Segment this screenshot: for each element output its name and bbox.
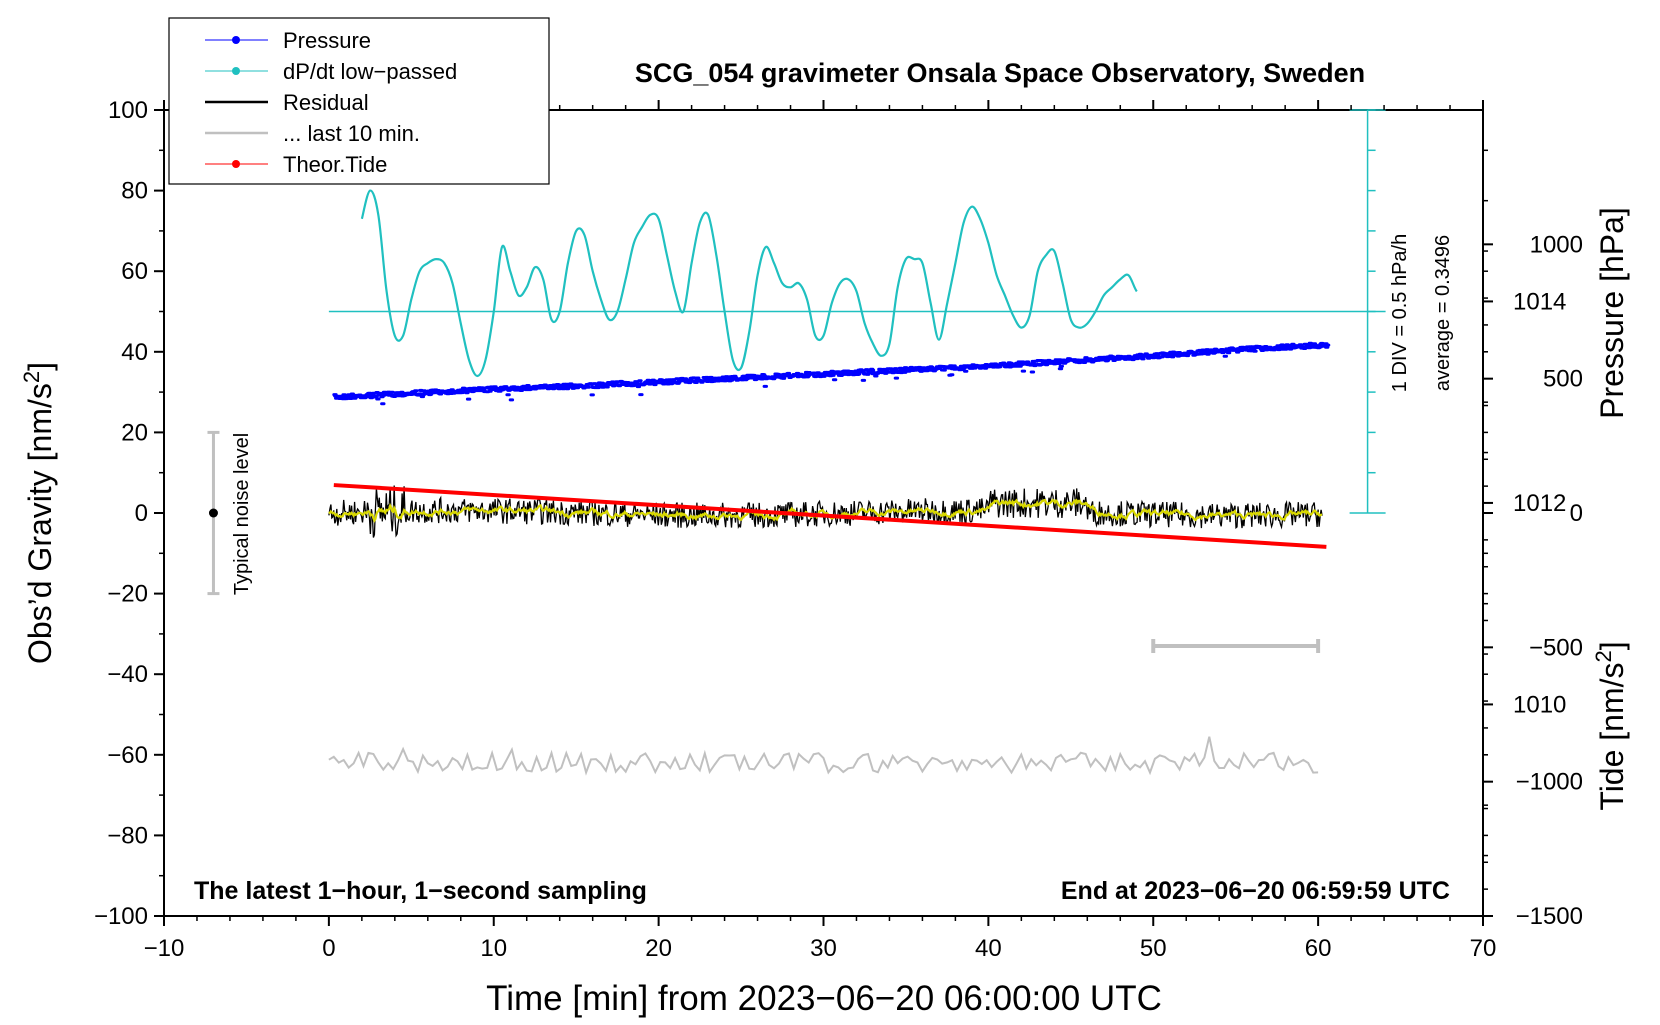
legend: Pressure dP/dt low−passed Residual ... l… — [168, 17, 550, 185]
x-tick-label: 0 — [322, 935, 335, 962]
tide-tick-label: −500 — [1529, 634, 1583, 661]
tide-tick-label: 500 — [1543, 366, 1583, 393]
pressure-tick-label: 1012 — [1513, 490, 1566, 517]
legend-label-last10: ... last 10 min. — [283, 121, 420, 146]
x-tick-label: 40 — [975, 935, 1002, 962]
y-tick-label: 60 — [121, 258, 148, 285]
y-tick-label: −60 — [107, 742, 148, 769]
tide-tick-label: 0 — [1570, 500, 1583, 527]
pressure-axis-label: Pressure [hPa] — [1594, 207, 1630, 419]
residual-smooth-line — [328, 498, 1323, 523]
dpdt-average-label: average = 0.3496 — [1432, 235, 1454, 391]
noise-level-label: Typical noise level — [231, 433, 253, 595]
y-tick-label: −20 — [107, 581, 148, 608]
pressure-tick-label: 1010 — [1513, 691, 1566, 718]
y-axis-label-sup: 2 — [19, 371, 44, 383]
legend-entry-residual: Residual — [205, 90, 369, 115]
y-tick-label: −80 — [107, 822, 148, 849]
legend-label-pressure: Pressure — [283, 28, 371, 53]
y-tick-label: 40 — [121, 339, 148, 366]
tide-tick-label: −1500 — [1516, 903, 1583, 930]
y-tick-label: −40 — [107, 661, 148, 688]
tide-axis-label-close: ] — [1594, 641, 1630, 650]
x-tick-label: 60 — [1305, 935, 1332, 962]
tide-axis-label-main: Tide [nm/s — [1594, 662, 1630, 810]
y-tick-label: 80 — [121, 178, 148, 205]
pressure-tick-label: 1014 — [1513, 288, 1566, 315]
y-axis: −100 −80 −60 −40 −20 0 20 40 60 80 100 — [94, 97, 164, 930]
last10-range-bar — [1151, 638, 1321, 653]
legend-marker-pressure — [232, 36, 240, 44]
noise-level-bar — [207, 430, 220, 596]
dpdt-scale-axis — [328, 109, 1386, 514]
dpdt-series — [360, 189, 1138, 378]
x-tick-label: 50 — [1140, 935, 1167, 962]
tide-axis-label: Tide [nm/s2] — [1591, 641, 1630, 810]
legend-entry-tide: Theor.Tide — [205, 152, 387, 177]
chart-title: SCG_054 gravimeter Onsala Space Observat… — [635, 58, 1365, 88]
legend-label-tide: Theor.Tide — [283, 152, 387, 177]
legend-entry-last10: ... last 10 min. — [205, 121, 420, 146]
x-axis-label: Time [min] from 2023−06−20 06:00:00 UTC — [486, 979, 1162, 1018]
dpdt-line — [360, 189, 1138, 378]
noise-bar-center — [208, 508, 218, 518]
last10-line — [328, 736, 1319, 776]
y-tick-label: 20 — [121, 419, 148, 446]
pressure-axis: 1010 1012 1014 — [1483, 149, 1566, 857]
tide-tick-label: −1000 — [1516, 769, 1583, 796]
tide-line — [333, 483, 1327, 549]
tide-axis-label-sup: 2 — [1591, 650, 1616, 662]
last10-series — [328, 736, 1319, 776]
y-tick-label: −100 — [94, 903, 148, 930]
y-axis-label: Obs’d Gravity [nm/s2] — [19, 362, 58, 664]
legend-marker-dpdt — [232, 67, 240, 75]
tide-axis: −1500 −1000 −500 0 500 1000 — [1483, 231, 1583, 930]
legend-label-residual: Residual — [283, 90, 369, 115]
pressure-points — [332, 341, 1331, 406]
tide-tick-label: 1000 — [1530, 231, 1583, 258]
legend-label-dpdt: dP/dt low−passed — [283, 59, 457, 84]
legend-entry-dpdt: dP/dt low−passed — [205, 59, 457, 84]
x-tick-label: 30 — [810, 935, 837, 962]
annotation-sampling: The latest 1−hour, 1−second sampling — [194, 877, 647, 905]
x-tick-label: 20 — [645, 935, 672, 962]
y-tick-label: 0 — [135, 500, 148, 527]
dpdt-div-label: 1 DIV = 0.5 hPa/h — [1389, 234, 1411, 392]
x-tick-label: −10 — [144, 935, 185, 962]
y-tick-label: 100 — [108, 97, 148, 124]
legend-entry-pressure: Pressure — [205, 28, 371, 53]
y-axis-label-main: Obs’d Gravity [nm/s — [22, 383, 58, 664]
x-tick-label: 70 — [1470, 935, 1497, 962]
tide-series — [333, 483, 1327, 549]
legend-marker-tide — [232, 160, 240, 168]
x-axis: −10 0 10 20 30 40 50 60 70 — [144, 100, 1497, 962]
annotation-end-time: End at 2023−06−20 06:59:59 UTC — [1061, 877, 1450, 905]
x-tick-label: 10 — [480, 935, 507, 962]
pressure-series — [332, 341, 1331, 406]
y-axis-label-close: ] — [22, 362, 58, 371]
